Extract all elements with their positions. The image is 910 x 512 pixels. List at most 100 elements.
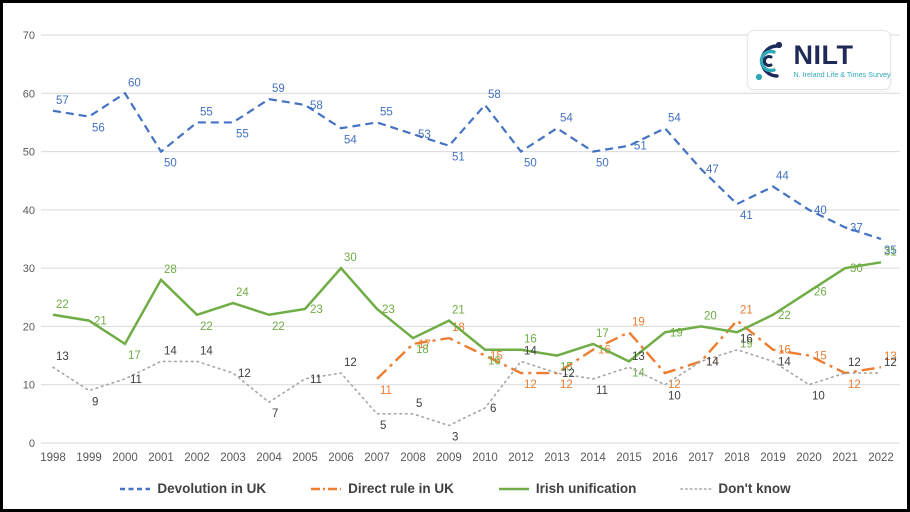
data-label: 47 <box>706 164 719 176</box>
data-label: 21 <box>740 305 753 317</box>
series-line-devolution-in-uk <box>52 91 882 241</box>
svg-text:2010: 2010 <box>472 452 498 464</box>
data-label: 16 <box>778 345 791 357</box>
data-label: 13 <box>56 351 69 363</box>
data-label: 58 <box>310 100 323 112</box>
data-label: 11 <box>596 385 608 397</box>
data-label: 51 <box>634 141 647 153</box>
svg-text:2007: 2007 <box>364 452 390 464</box>
data-label: 23 <box>310 304 323 316</box>
data-label: 28 <box>164 264 177 276</box>
x-axis-labels: 1998 1999 2000 2001 2002 2003 2004 2005 2006 2007… <box>40 452 894 464</box>
series-devolution-in-uk <box>52 91 882 241</box>
data-label: 19 <box>632 316 645 328</box>
data-label: 50 <box>524 158 537 170</box>
data-label: 14 <box>778 356 791 368</box>
data-label: 10 <box>812 391 825 403</box>
data-label: 12 <box>848 357 861 369</box>
data-label: 5 <box>380 420 386 432</box>
logo-subtitle: N. Ireland Life & Times Survey <box>793 69 891 79</box>
data-label: 22 <box>778 310 791 322</box>
data-label: 50 <box>164 158 177 170</box>
data-label: 23 <box>382 304 395 316</box>
chart-legend: Devolution in UK Direct rule in UK Irish… <box>3 481 907 496</box>
dont-know-line-marker <box>680 487 713 490</box>
data-label: 14 <box>524 345 537 357</box>
data-label: 16 <box>740 334 753 346</box>
data-label: 21 <box>452 305 465 317</box>
svg-text:2017: 2017 <box>688 452 714 464</box>
data-label: 51 <box>452 152 465 164</box>
data-label: 12 <box>560 379 573 391</box>
data-label: 16 <box>488 356 501 368</box>
svg-text:0: 0 <box>29 438 35 450</box>
data-label: 26 <box>814 286 827 298</box>
svg-text:2006: 2006 <box>328 452 354 464</box>
data-label: 19 <box>740 338 753 350</box>
data-label: 13 <box>632 351 645 363</box>
svg-text:40: 40 <box>23 205 35 217</box>
data-label: 35 <box>884 245 897 257</box>
data-label: 59 <box>272 83 285 95</box>
data-label: 6 <box>490 403 496 415</box>
data-label: 54 <box>344 134 357 146</box>
data-label: 13 <box>884 351 897 363</box>
svg-text:70: 70 <box>23 30 35 42</box>
svg-text:1999: 1999 <box>76 452 102 464</box>
data-label: 14 <box>632 367 645 379</box>
series-line-don-t-know <box>52 348 882 427</box>
series-line-irish-unification <box>52 261 882 363</box>
series-don-t-know <box>52 348 882 427</box>
legend-item-direct-rule-in-uk: Direct rule in UK <box>310 481 454 496</box>
legend-item-irish-unification: Irish unification <box>498 481 636 496</box>
svg-text:30: 30 <box>23 263 35 275</box>
data-label: 24 <box>236 287 249 299</box>
data-label: 17 <box>128 350 141 362</box>
data-label: 10 <box>668 391 681 403</box>
legend-label: Don't know <box>718 481 791 496</box>
nilt-logo-icon <box>756 41 783 81</box>
svg-text:2016: 2016 <box>652 452 678 464</box>
data-label: 12 <box>524 379 537 391</box>
data-label: 54 <box>560 112 573 124</box>
svg-text:2005: 2005 <box>292 452 318 464</box>
data-label: 21 <box>94 316 107 328</box>
data-label: 12 <box>884 357 897 369</box>
svg-text:1998: 1998 <box>40 452 66 464</box>
svg-text:2004: 2004 <box>256 452 282 464</box>
logo-title: NILT <box>793 39 854 70</box>
data-label: 22 <box>200 321 213 333</box>
series-irish-unification <box>52 261 882 363</box>
devolution-line-marker <box>120 487 151 490</box>
svg-text:2021: 2021 <box>832 452 858 464</box>
line-chart: 0 10 20 30 40 50 60 70 1998 1999 2000 2001 2002 2003 2… <box>23 30 900 464</box>
series-labels-devolution-in-uk: 57 56 60 50 55 55 59 58 54 55 53 51 58 50 54 50 51 54 47 41… <box>56 77 897 257</box>
data-label: 31 <box>884 246 897 258</box>
svg-text:50: 50 <box>23 147 35 159</box>
data-label: 12 <box>848 379 861 391</box>
series-labels-irish-unification: 2221172822242223302318211616151714192019… <box>56 246 897 379</box>
svg-text:60: 60 <box>23 88 35 100</box>
data-label: 12 <box>562 368 575 380</box>
data-label: 11 <box>380 385 392 397</box>
svg-text:2015: 2015 <box>616 452 642 464</box>
data-label: 7 <box>272 408 278 420</box>
data-label: 12 <box>238 368 251 380</box>
series-line-direct-rule-in-uk <box>376 318 882 380</box>
data-label: 3 <box>452 432 458 444</box>
legend-item-devolution-in-uk: Devolution in UK <box>119 481 266 496</box>
data-label: 19 <box>670 327 683 339</box>
data-label: 14 <box>200 345 213 357</box>
data-label: 11 <box>310 374 322 386</box>
data-label: 9 <box>92 397 98 409</box>
svg-text:20: 20 <box>23 321 35 333</box>
data-label: 18 <box>416 344 429 356</box>
data-label: 17 <box>596 328 609 340</box>
legend-item-dont-know: Don't know <box>680 481 791 496</box>
svg-text:2000: 2000 <box>112 452 138 464</box>
svg-text:10: 10 <box>23 380 35 392</box>
data-label: 22 <box>272 321 285 333</box>
data-label: 53 <box>418 129 431 141</box>
data-label: 55 <box>200 106 213 118</box>
